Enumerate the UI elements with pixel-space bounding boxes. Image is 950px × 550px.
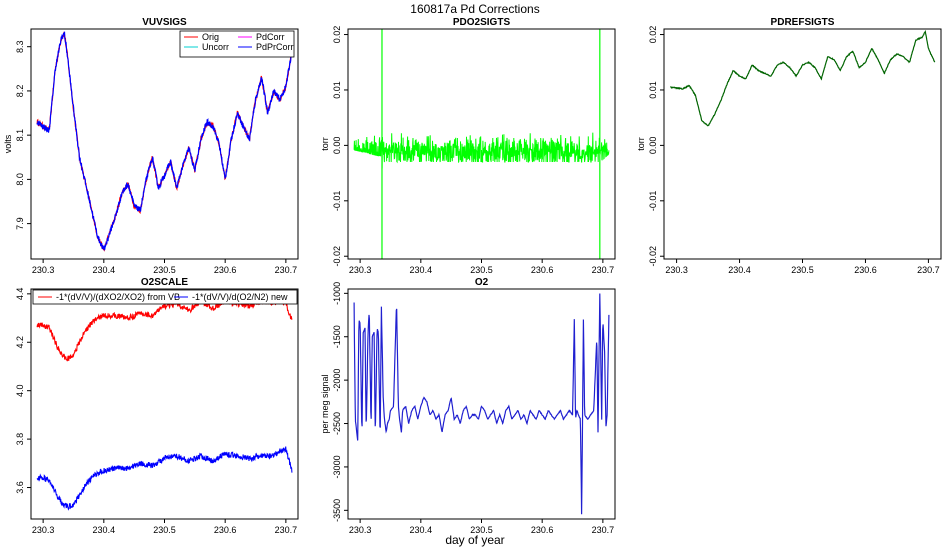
plot-area <box>670 29 936 127</box>
y-tick-label: -3500 <box>332 499 342 522</box>
x-tick-label: 230.6 <box>531 265 554 275</box>
chart-pdrefsigts: PDREFSIGTS 230.3 230.4 230.5 230.6 230.7 -0.02… <box>636 17 942 275</box>
x-tick-label: 230.4 <box>93 525 116 535</box>
panel-title: PDREFSIGTS <box>771 17 835 28</box>
chart-o2: O2 230.3 230.4 230.5 230.6 230.7 -3500 -3000 -25… <box>320 277 616 535</box>
y-tick-label: 4.0 <box>15 384 25 397</box>
y-tick-label: -0.01 <box>332 191 342 212</box>
series-line-orig <box>36 31 293 252</box>
x-tick-label: 230.5 <box>153 525 176 535</box>
y-tick-label: 0.00 <box>648 137 658 155</box>
panel-title: O2 <box>475 277 489 288</box>
plot-frame <box>347 28 616 260</box>
plot-frame <box>30 28 299 260</box>
y-tick-label: 8.0 <box>15 173 25 186</box>
x-tick-label: 230.7 <box>592 525 615 535</box>
y-tick-label: 0.01 <box>332 81 342 99</box>
x-tick-label: 230.6 <box>854 265 877 275</box>
y-tick-label: -1000 <box>332 282 342 305</box>
series-line-pdo2sigts <box>353 132 610 169</box>
series-line-pdprcorr <box>36 31 293 251</box>
x-tick-label: 230.7 <box>592 265 615 275</box>
y-axis-label: volts <box>3 134 13 153</box>
y-tick-label: 0.02 <box>648 26 658 44</box>
panel-title: VUVSIGS <box>142 17 187 28</box>
plot-area <box>36 31 293 252</box>
y-tick-label: -2500 <box>332 412 342 435</box>
y-axis-label: per meg signal <box>320 374 330 433</box>
x-tick-label: 230.4 <box>410 265 433 275</box>
plot-frame <box>663 28 942 260</box>
y-tick-label: 7.9 <box>15 217 25 230</box>
y-tick-label: 0.01 <box>648 81 658 99</box>
x-tick-label: 230.4 <box>728 265 751 275</box>
series-line-pdrefsigts <box>670 29 936 127</box>
series-line-1-dv-v-d-o2-n2-new <box>36 446 293 511</box>
x-tick-label: 230.5 <box>791 265 814 275</box>
x-tick-label: 230.6 <box>531 525 554 535</box>
legend-label: PdPrCorr <box>256 42 294 52</box>
legend-label: Orig <box>202 32 219 42</box>
chart-panels: VUVSIGS 230.3 230.4 230.5 230.6 230.7 7.9 8.0 8.… <box>3 17 942 535</box>
y-tick-label: -3000 <box>332 455 342 478</box>
x-tick-label: 230.3 <box>32 265 55 275</box>
legend-label: -1*(dV/V)/d(O2/N2) new <box>192 292 288 302</box>
x-tick-label: 230.5 <box>470 265 493 275</box>
x-tick-label: 230.6 <box>214 525 237 535</box>
y-tick-label: 4.4 <box>15 288 25 301</box>
y-tick-label: -2000 <box>332 369 342 392</box>
legend-box <box>179 30 295 58</box>
chart-pdo2sigts: PDO2SIGTS 230.3 230.4 230.5 230.6 230.7 -0.02 -… <box>320 17 616 275</box>
x-tick-label: 230.3 <box>32 525 55 535</box>
plot-area <box>353 29 610 259</box>
y-tick-label: 8.3 <box>15 40 25 53</box>
y-axis-label: torr <box>320 137 330 151</box>
x-tick-label: 230.3 <box>349 265 372 275</box>
y-tick-label: 8.1 <box>15 129 25 142</box>
x-tick-label: 230.4 <box>93 265 116 275</box>
y-tick-label: 0.02 <box>332 26 342 44</box>
legend-label: Uncorr <box>202 42 229 52</box>
y-tick-label: -0.01 <box>648 191 658 212</box>
legend-label: -1*(dV/V)/(dXO2/XO2) from VB <box>56 292 180 302</box>
figure-xlabel: day of year <box>445 533 504 547</box>
y-tick-label: 3.6 <box>15 481 25 494</box>
x-tick-label: 230.7 <box>917 265 940 275</box>
series-line-1-dv-v-dxo2-xo2-from-vb <box>36 298 293 362</box>
y-tick-label: 3.8 <box>15 433 25 446</box>
chart-vuvsigs: VUVSIGS 230.3 230.4 230.5 230.6 230.7 7.9 8.0 8.… <box>3 17 299 275</box>
panel-title: PDO2SIGTS <box>453 17 511 28</box>
x-tick-label: 230.7 <box>275 265 298 275</box>
plot-frame <box>30 288 299 520</box>
panel-title: O2SCALE <box>141 277 189 288</box>
x-tick-label: 230.6 <box>214 265 237 275</box>
x-tick-label: 230.5 <box>470 525 493 535</box>
y-tick-label: 0.00 <box>332 137 342 155</box>
series-line-o2 <box>353 293 610 515</box>
legend-label: PdCorr <box>256 32 285 42</box>
y-tick-label: -0.02 <box>332 246 342 267</box>
y-tick-label: 8.2 <box>15 85 25 98</box>
x-tick-label: 230.4 <box>410 525 433 535</box>
plot-area <box>353 293 610 515</box>
x-tick-label: 230.5 <box>153 265 176 275</box>
y-axis-label: torr <box>636 137 646 151</box>
chart-o2scale: O2SCALE 230.3 230.4 230.5 230.6 230.7 3.6 3.8 4.… <box>15 277 299 535</box>
figure-title: 160817a Pd Corrections <box>410 2 539 16</box>
y-tick-label: 4.2 <box>15 336 25 349</box>
y-tick-label: -0.02 <box>648 246 658 267</box>
y-tick-label: -1500 <box>332 325 342 348</box>
x-tick-label: 230.3 <box>665 265 688 275</box>
x-tick-label: 230.7 <box>275 525 298 535</box>
x-tick-label: 230.3 <box>349 525 372 535</box>
legend: -1*(dV/V)/(dXO2/XO2) from VB -1*(dV/V)/d(… <box>32 289 298 305</box>
plot-area <box>36 298 293 511</box>
legend-box <box>32 289 298 305</box>
